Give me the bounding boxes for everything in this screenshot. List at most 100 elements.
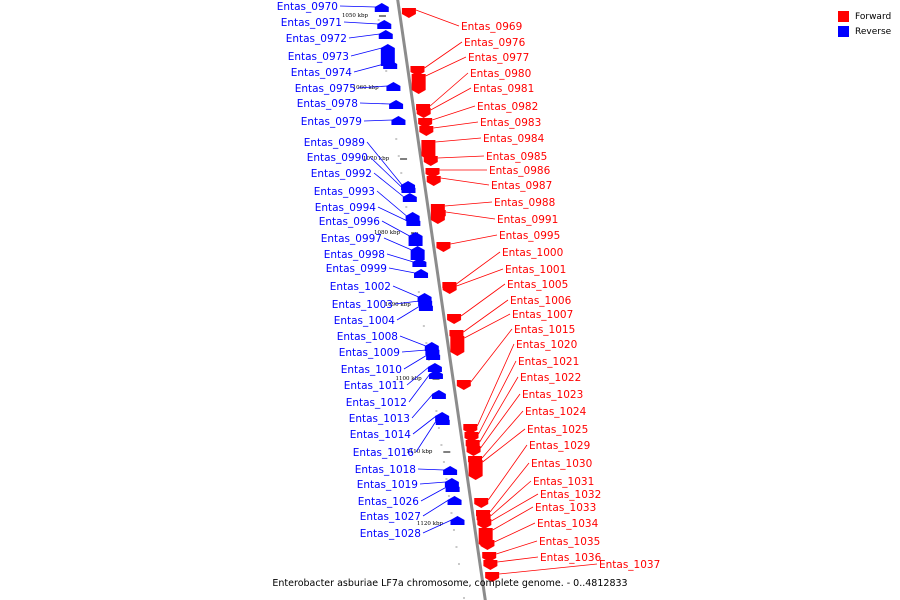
gene-feature-forward <box>468 460 483 480</box>
gene-feature-reverse <box>445 483 460 492</box>
gene-connector <box>440 177 490 186</box>
gene-connector <box>377 206 408 222</box>
gene-connector <box>476 343 515 427</box>
gene-label-reverse: Entas_0999 <box>326 263 387 275</box>
gene-connector <box>401 349 427 353</box>
gene-connector <box>496 540 538 555</box>
gene-label-forward: Entas_1029 <box>529 440 590 452</box>
gene-feature-forward <box>477 519 492 529</box>
gene-label-forward: Entas_1020 <box>516 339 577 351</box>
gene-label-forward: Entas_0986 <box>489 165 551 177</box>
gene-feature-forward <box>425 168 440 178</box>
gene-label-forward: Entas_1001 <box>505 264 566 276</box>
gene-label-reverse: Entas_1002 <box>330 281 391 293</box>
gene-label-forward: Entas_0995 <box>499 230 560 242</box>
gene-connector <box>348 33 380 39</box>
gene-connector <box>437 155 485 159</box>
gene-label-reverse: Entas_1014 <box>350 429 412 441</box>
gene-feature-forward <box>426 176 441 186</box>
gene-label-reverse: Entas_0979 <box>301 116 362 128</box>
gene-feature-forward <box>411 74 426 94</box>
gene-label-reverse: Entas_1012 <box>346 397 407 409</box>
gene-label-reverse: Entas_0997 <box>321 233 382 245</box>
gene-label-forward: Entas_1006 <box>510 295 572 307</box>
scale-label: 1080 kbp <box>374 230 401 236</box>
gene-connector <box>422 519 452 534</box>
gene-feature-forward <box>450 336 465 356</box>
gene-feature-forward <box>419 126 434 136</box>
gene-connector <box>470 328 513 383</box>
gene-feature-forward <box>431 210 446 220</box>
gene-label-forward: Entas_1015 <box>514 324 575 336</box>
scale-label: 1110 kbp <box>406 449 433 455</box>
gene-label-reverse: Entas_1016 <box>353 447 415 459</box>
gene-label-forward: Entas_1031 <box>533 476 594 488</box>
gene-feature-reverse <box>426 351 441 360</box>
gene-feature-forward <box>474 498 489 508</box>
scale-label: 1120 kbp <box>417 521 444 527</box>
gene-label-forward: Entas_0988 <box>494 197 555 209</box>
gene-connector <box>456 251 501 285</box>
gene-feature-forward <box>480 540 495 550</box>
gene-label-forward: Entas_1005 <box>507 279 568 291</box>
gene-connector <box>359 102 391 105</box>
gene-feature-reverse <box>418 302 433 311</box>
gene-feature-forward <box>482 552 497 562</box>
gene-feature-forward <box>456 380 471 390</box>
gene-label-forward: Entas_0969 <box>461 21 522 33</box>
scale-label: 1090 kbp <box>385 302 412 308</box>
gene-connector <box>406 366 430 386</box>
gene-label-reverse: Entas_0992 <box>311 168 372 180</box>
gene-feature-forward <box>401 8 416 18</box>
legend-item-reverse: Reverse <box>838 24 891 39</box>
gene-connector <box>353 63 385 73</box>
gene-connector <box>489 462 530 513</box>
gene-connector <box>357 85 388 89</box>
gene-connector <box>424 41 463 69</box>
gene-connector <box>386 253 414 263</box>
gene-label-reverse: Entas_0973 <box>288 51 349 63</box>
gene-connector <box>369 156 403 189</box>
gene-connector <box>480 393 521 449</box>
gene-feature-reverse <box>427 363 442 372</box>
gene-connector <box>417 468 445 471</box>
reverse-swatch <box>838 26 849 37</box>
gene-feature-reverse <box>447 496 462 505</box>
gene-label-reverse: Entas_1008 <box>337 331 398 343</box>
gene-connector <box>419 481 446 485</box>
gene-feature-forward <box>463 424 478 434</box>
gene-feature-forward <box>416 108 431 118</box>
gene-label-reverse: Entas_0990 <box>307 152 368 164</box>
gene-label-reverse: Entas_1028 <box>360 528 421 540</box>
gene-connector <box>491 493 539 522</box>
gene-connector <box>388 267 416 274</box>
gene-label-reverse: Entas_0993 <box>314 186 375 198</box>
gene-label-reverse: Entas_1011 <box>344 380 405 392</box>
gene-connector <box>499 563 598 575</box>
gene-feature-forward <box>418 118 433 128</box>
gene-label-reverse: Entas_1003 <box>332 299 393 311</box>
gene-label-reverse: Entas_1026 <box>358 496 420 508</box>
gene-label-reverse: Entas_0989 <box>304 137 365 149</box>
gene-connector <box>464 313 511 339</box>
gene-connector <box>363 119 393 122</box>
gene-label-reverse: Entas_1027 <box>360 511 421 523</box>
gene-connector <box>433 121 479 129</box>
gene-label-forward: Entas_1021 <box>518 356 579 368</box>
gene-connector <box>403 354 428 370</box>
scale-label: 1070 kbp <box>363 156 390 162</box>
gene-label-forward: Entas_1035 <box>539 536 600 548</box>
gene-feature-forward <box>464 432 479 442</box>
gene-feature-reverse <box>431 390 446 399</box>
gene-connector <box>444 201 493 207</box>
gene-feature-forward <box>410 66 425 76</box>
gene-label-reverse: Entas_0974 <box>291 67 353 79</box>
gene-label-forward: Entas_0977 <box>468 52 529 64</box>
gene-feature-reverse <box>380 44 395 66</box>
gene-label-forward: Entas_0980 <box>470 68 531 80</box>
gene-label-reverse: Entas_1010 <box>341 364 402 376</box>
gene-feature-forward <box>423 156 438 166</box>
gene-label-forward: Entas_1034 <box>537 518 599 530</box>
gene-connector <box>450 234 498 245</box>
gene-label-reverse: Entas_0998 <box>324 249 385 261</box>
